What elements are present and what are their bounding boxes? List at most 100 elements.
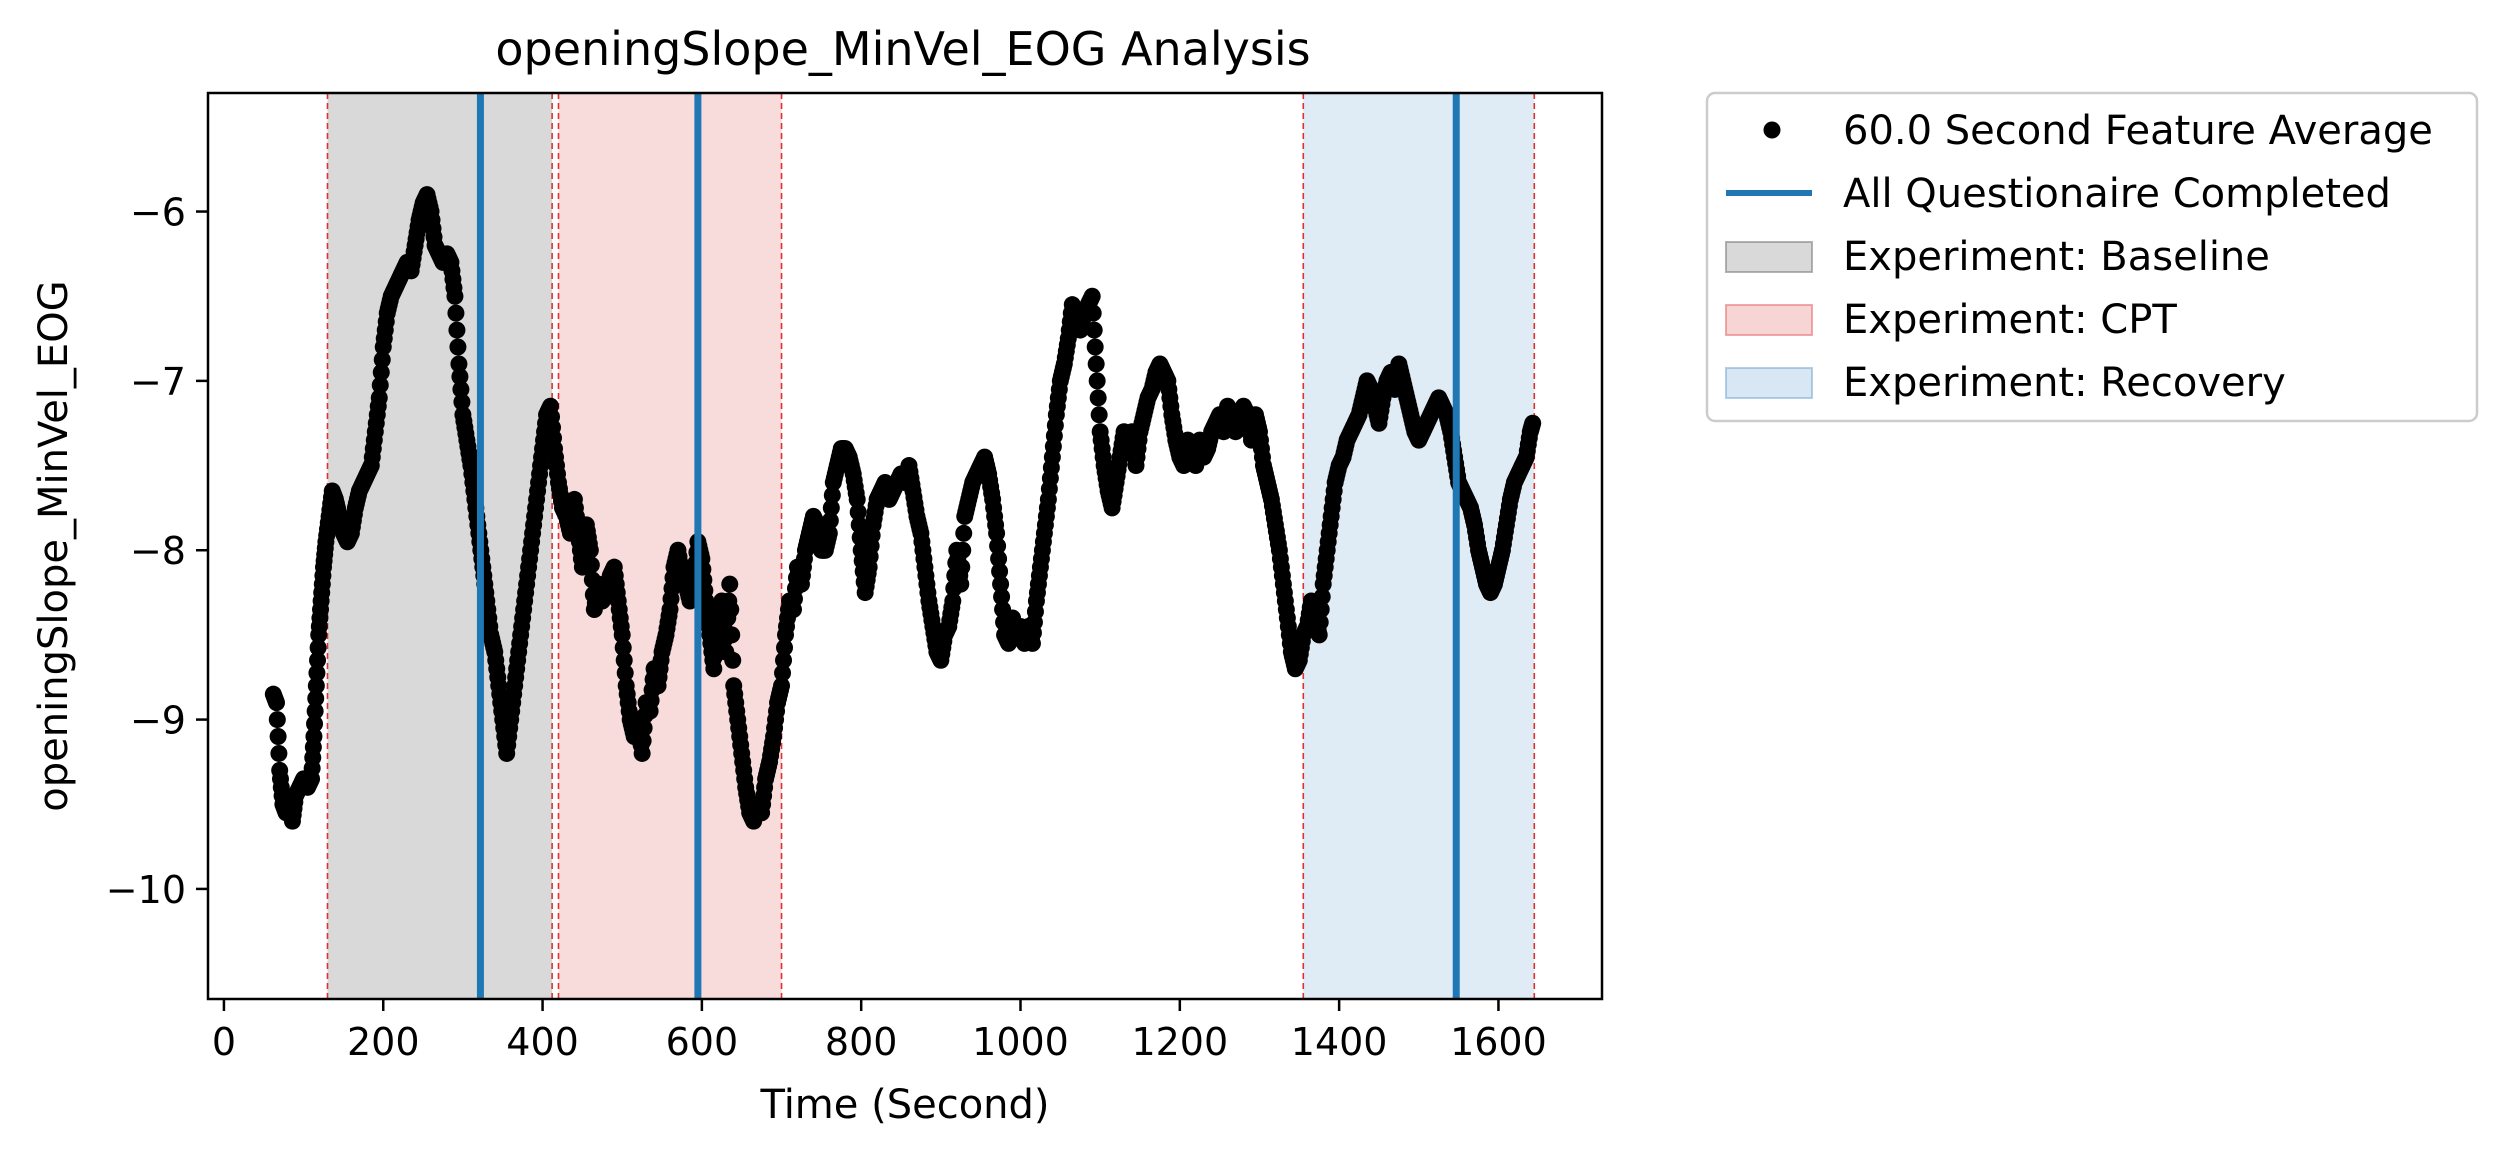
data-point <box>992 575 1010 593</box>
y-tick-label: −10 <box>106 868 186 912</box>
data-point <box>848 490 866 508</box>
data-point <box>633 744 651 762</box>
x-axis-ticks: 0 200 400 600 800 1000 1200 1400 1600 <box>212 999 1547 1064</box>
data-point <box>821 512 839 530</box>
data-point <box>1083 287 1101 305</box>
data-point <box>991 562 1009 580</box>
data-point <box>993 588 1011 606</box>
x-tick-label: 1400 <box>1291 1020 1388 1064</box>
data-point <box>1313 588 1331 606</box>
data-point <box>615 651 633 669</box>
data-point <box>775 651 793 669</box>
x-tick-label: 200 <box>347 1020 420 1064</box>
data-point <box>850 516 868 534</box>
legend-label: Experiment: CPT <box>1843 297 2177 343</box>
data-point <box>1086 338 1104 356</box>
data-point <box>370 389 388 407</box>
data-point <box>1087 355 1105 373</box>
data-point <box>308 664 326 682</box>
data-point <box>447 304 465 322</box>
x-tick-label: 0 <box>212 1020 236 1064</box>
chart-title: openingSlope_MinVel_EOG Analysis <box>495 22 1310 76</box>
data-point <box>614 639 632 657</box>
data-point <box>307 677 325 695</box>
data-point <box>268 711 286 729</box>
data-point <box>849 503 867 521</box>
data-point <box>452 380 470 398</box>
data-point <box>1311 613 1329 631</box>
data-point <box>723 626 741 644</box>
x-tick-label: 600 <box>666 1020 739 1064</box>
data-point <box>1088 372 1106 390</box>
legend-label: Experiment: Baseline <box>1843 234 2270 280</box>
data-point <box>722 601 740 619</box>
legend-label: All Questionaire Completed <box>1843 171 2391 217</box>
data-point <box>1089 389 1107 407</box>
data-point <box>451 368 469 386</box>
x-tick-label: 1600 <box>1450 1020 1547 1064</box>
data-point <box>309 651 327 669</box>
data-point <box>776 639 794 657</box>
x-axis-label: Time (Second) <box>759 1082 1049 1128</box>
x-tick-label: 800 <box>825 1020 898 1064</box>
y-tick-label: −7 <box>130 360 186 404</box>
y-tick-label: −8 <box>130 529 186 573</box>
data-point <box>773 677 791 695</box>
data-point <box>450 355 468 373</box>
y-axis-ticks: −10 −9 −8 −7 −6 <box>106 191 208 912</box>
data-point <box>453 393 471 411</box>
legend-frame <box>1705 91 2479 423</box>
data-point <box>1085 321 1103 339</box>
data-point <box>1312 601 1330 619</box>
data-point <box>306 702 324 720</box>
data-point <box>988 524 1006 542</box>
data-point <box>955 524 973 542</box>
x-tick-label: 1200 <box>1131 1020 1228 1064</box>
data-point <box>270 744 288 762</box>
data-point <box>306 715 324 733</box>
data-point <box>989 537 1007 555</box>
data-point <box>309 639 327 657</box>
data-point <box>581 541 599 559</box>
data-point <box>822 499 840 517</box>
data-point <box>371 376 389 394</box>
data-point <box>705 660 723 678</box>
data-point <box>616 664 634 682</box>
data-point <box>582 556 600 574</box>
data-point <box>1084 304 1102 322</box>
data-point <box>307 689 325 707</box>
data-point <box>952 575 970 593</box>
data-point <box>1090 406 1108 424</box>
legend-patch <box>1725 241 1813 273</box>
experiment-spans <box>327 93 1535 999</box>
y-tick-label: −9 <box>130 699 186 743</box>
data-point <box>269 728 287 746</box>
legend-patch <box>1725 304 1813 336</box>
data-point <box>635 719 653 737</box>
data-point <box>724 651 742 669</box>
data-point <box>954 541 972 559</box>
data-point <box>990 550 1008 568</box>
data-point <box>613 626 631 644</box>
x-tick-label: 1000 <box>972 1020 1069 1064</box>
data-point <box>268 694 286 712</box>
data-point <box>448 321 466 339</box>
plot-frame <box>206 91 1604 1001</box>
data-point <box>1524 414 1542 432</box>
data-point <box>1310 626 1328 644</box>
legend: 60.0 Second Feature Average All Questiona… <box>1705 91 2479 423</box>
y-axis-label: openingSlope_MinVel_EOG <box>31 280 77 811</box>
y-tick-label: −6 <box>130 191 186 235</box>
data-point <box>305 728 323 746</box>
legend-marker <box>1763 121 1781 139</box>
legend-patch <box>1725 367 1813 399</box>
x-tick-label: 400 <box>506 1020 579 1064</box>
data-point <box>634 732 652 750</box>
data-point <box>446 287 464 305</box>
questionnaire-lines <box>476 93 1460 999</box>
data-point <box>944 592 962 610</box>
data-point <box>820 524 838 542</box>
legend-label: Experiment: Recovery <box>1843 360 2286 406</box>
data-point <box>953 558 971 576</box>
